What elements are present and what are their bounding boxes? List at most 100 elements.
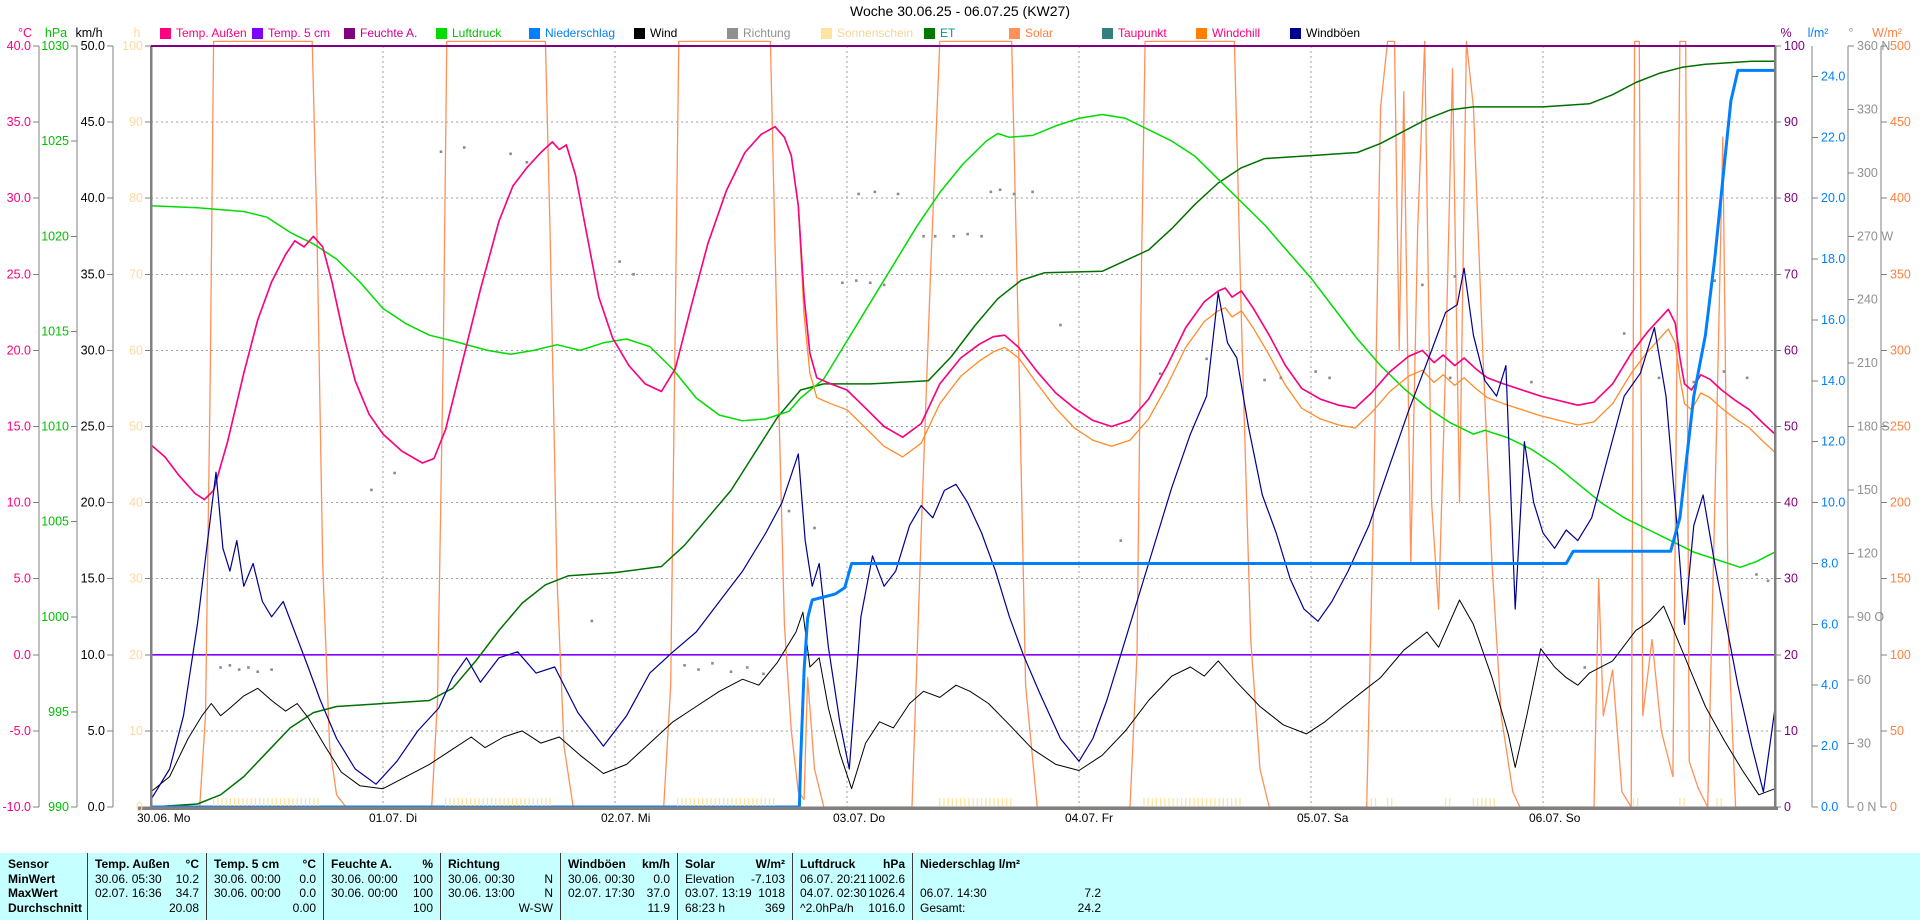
direction-axis-label: 360 N xyxy=(1857,39,1890,53)
pressure-axis-label: 995 xyxy=(48,705,69,719)
legend-item-richtung: Richtung xyxy=(727,26,790,40)
stats-cell-avg-value: 11.9 xyxy=(647,900,670,915)
x-axis-label-0607-so: 06.07. So xyxy=(1529,811,1581,825)
rain-axis-label: 12.0 xyxy=(1821,435,1845,449)
solar-axis-label: 250 xyxy=(1890,420,1911,434)
legend-swatch-feuchte-a xyxy=(344,27,355,39)
windspeed-axis-label: 30.0 xyxy=(81,343,105,357)
humidity-axis-label: 20 xyxy=(1784,648,1798,662)
legend-item-windchill: Windchill xyxy=(1196,26,1260,40)
temperature-axis-header: °C xyxy=(18,26,32,40)
stats-cell-min-text: 30.06. 00:00 xyxy=(331,871,398,886)
direction-axis-label: 150 xyxy=(1857,483,1878,497)
temperature-axis-label: 10.0 xyxy=(7,496,31,510)
series-niederschlag xyxy=(151,68,1775,809)
stats-col-header-solar: Solar xyxy=(685,857,716,871)
series-windboeen xyxy=(150,267,1776,800)
sunshine-axis-label: 60 xyxy=(129,343,143,357)
series-et xyxy=(150,60,1775,808)
rain-axis-label: 0.0 xyxy=(1821,800,1838,814)
direction-axis-label: 120 xyxy=(1857,546,1878,560)
windspeed-axis-label: 40.0 xyxy=(81,191,105,205)
sunshine-axis-header: h xyxy=(134,26,141,40)
rain-axis-label: 10.0 xyxy=(1821,496,1845,510)
stats-cell-avg-value: 1016.0 xyxy=(868,900,905,915)
stats-cell-avg-value: W-SW xyxy=(518,900,553,915)
temperature-axis-label: 30.0 xyxy=(7,191,31,205)
direction-axis-label: 60 xyxy=(1857,673,1871,687)
rain-axis-label: 18.0 xyxy=(1821,252,1845,266)
pressure-axis-label: 1000 xyxy=(41,610,69,624)
rain-axis-label: 8.0 xyxy=(1821,556,1838,570)
stats-col-header-windboeen: Windböen xyxy=(568,857,626,871)
stats-cell-max-value: 0.0 xyxy=(299,886,316,900)
legend-swatch-niederschlag xyxy=(529,27,540,39)
stats-cell-avg-text: 68:23 h xyxy=(685,900,726,915)
stats-cell-min-text: 30.06. 00:30 xyxy=(568,871,635,886)
stats-cell-max-text: 06.07. 14:30 xyxy=(920,886,987,900)
x-axis-labels: 30.06. Mo 01.07. Di 02.07. Mi 03.07. Do 04.0… xyxy=(0,811,1920,827)
windspeed-axis-label: 50.0 xyxy=(81,39,105,53)
legend-swatch-windboeen xyxy=(1290,27,1301,39)
legend-swatch-luftdruck xyxy=(436,27,447,39)
rain-axis-label: 24.0 xyxy=(1821,69,1845,83)
legend-swatch-wind xyxy=(634,27,645,39)
legend-item-taupunkt: Taupunkt xyxy=(1102,26,1167,40)
stats-cell-min-text: 06.07. 20:21 xyxy=(800,871,867,886)
stats-col-unit: °C xyxy=(302,857,316,871)
legend-item-niederschlag: Niederschlag xyxy=(529,26,615,40)
solar-axis-label: 150 xyxy=(1890,572,1911,586)
stats-cell-min-text: 30.06. 00:30 xyxy=(448,871,515,886)
solar-axis-label: 0 xyxy=(1890,800,1897,814)
solar-axis-label: 500 xyxy=(1890,39,1911,53)
stats-table-divider xyxy=(560,853,561,920)
stats-table-divider xyxy=(87,853,88,920)
legend-label: Temp. Außen xyxy=(176,26,247,40)
stats-cell-min-value: N xyxy=(544,871,553,886)
solar-axis-label: 350 xyxy=(1890,267,1911,281)
direction-axis-label: 0 N xyxy=(1857,800,1876,814)
windspeed-axis: km/h50.0 45.0 40.0 35.0 30.0 25.0 20.0 15.0 10.0… xyxy=(75,26,114,814)
windspeed-axis-label: 10.0 xyxy=(81,648,105,662)
x-axis-label-0307-do: 03.07. Do xyxy=(833,811,886,825)
stats-cell-max-value: 7.2 xyxy=(1084,886,1101,900)
temperature-axis-label: 25.0 xyxy=(7,267,31,281)
pressure-axis-label: 1020 xyxy=(41,229,69,243)
legend-label: Feuchte A. xyxy=(360,26,418,40)
stats-cell-avg-value: 20.08 xyxy=(168,900,199,915)
stats-col-header-luftdruck: Luftdruck xyxy=(800,857,856,871)
stats-cell-min-value: 0.0 xyxy=(299,871,316,886)
rain-axis-label: 16.0 xyxy=(1821,313,1845,327)
legend-item-wind: Wind xyxy=(634,26,677,40)
direction-axis-label: 180 S xyxy=(1857,420,1890,434)
rain-axis-label: 2.0 xyxy=(1821,739,1838,753)
stats-cell-min-value: -7.103 xyxy=(750,871,785,886)
pressure-axis-label: 1005 xyxy=(41,515,69,529)
x-axis-label-0507-sa: 05.07. Sa xyxy=(1297,811,1349,825)
stats-row-label: MinWert xyxy=(8,871,56,886)
pressure-axis-label: 1015 xyxy=(41,324,69,338)
stats-col-header-temp-5-cm: Temp. 5 cm xyxy=(214,857,280,871)
stats-cell-min-text: 30.06. 05:30 xyxy=(95,871,162,886)
stats-cell-min-value: 0.0 xyxy=(653,871,670,886)
series-temp-aussen xyxy=(150,125,1776,501)
legend-swatch-temp-aussen xyxy=(160,27,171,39)
stats-col-header-feuchte-a: Feuchte A. xyxy=(331,857,392,871)
legend-label: Sonnenschein xyxy=(837,26,914,40)
legend-item-temp-5-cm: Temp. 5 cm xyxy=(252,26,330,40)
legend-swatch-richtung xyxy=(727,27,738,39)
solar-axis-label: 200 xyxy=(1890,496,1911,510)
legend-swatch-taupunkt xyxy=(1102,27,1113,39)
stats-cell-max-text: 02.07. 17:30 xyxy=(568,886,635,900)
legend: Temp. Außen Temp. 5 cm Feuchte A. Luftdruck… xyxy=(0,26,1920,42)
sunshine-axis-label: 100 xyxy=(122,39,143,53)
temperature-axis-label: 15.0 xyxy=(7,420,31,434)
stats-cell-avg-value: 24.2 xyxy=(1077,900,1101,915)
sunshine-axis-label: 70 xyxy=(129,267,143,281)
stats-cell-min-value: 1002.6 xyxy=(868,871,905,886)
series-solar xyxy=(199,40,1775,808)
weather-chart-canvas: °C40.035.030.025.020.015.010.05.00.0-5.0… xyxy=(3,26,1911,814)
rain-axis-header: l/m² xyxy=(1808,26,1829,40)
pressure-axis-label: 1030 xyxy=(41,39,69,53)
